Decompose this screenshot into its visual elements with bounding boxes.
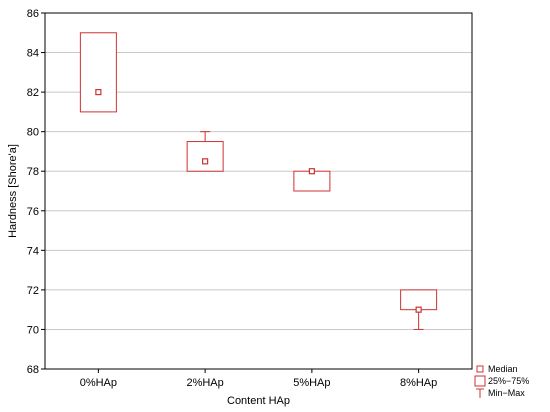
label-layer: 68 70 72 74 76 78 80 82 84 86 0%HAp 2%HAp 5%HAp 8%HAp xyxy=(27,8,438,389)
y-tick-label-80: 80 xyxy=(27,127,39,139)
box-layer xyxy=(79,32,438,330)
y-tick-label-70: 70 xyxy=(27,324,39,336)
box-0-median-marker xyxy=(95,89,102,96)
y-axis-title: Hardness [Shore'a] xyxy=(7,144,19,238)
legend-median-swatch xyxy=(476,365,484,373)
legend-range-label: Min−Max xyxy=(488,388,525,398)
box-0-iqr xyxy=(79,32,117,113)
y-tick-label-84: 84 xyxy=(27,48,39,60)
box-1-median-marker xyxy=(202,158,209,165)
legend-box-label: 25%−75% xyxy=(488,376,529,386)
y-tick-label-86: 86 xyxy=(27,8,39,20)
legend-median-label: Median xyxy=(488,364,518,374)
x-tick-label-1: 2%HAp xyxy=(186,377,223,389)
legend-box-swatch xyxy=(474,375,486,387)
y-tick-label-78: 78 xyxy=(27,166,39,178)
y-tick-label-76: 76 xyxy=(27,206,39,218)
plot-frame xyxy=(44,12,473,370)
axis-layer xyxy=(41,12,473,373)
y-tick-label-74: 74 xyxy=(27,245,39,257)
y-tick-label-72: 72 xyxy=(27,285,39,297)
y-tick-label-82: 82 xyxy=(27,87,39,99)
box-2-median-marker xyxy=(308,168,315,175)
x-tick-label-3: 8%HAp xyxy=(400,377,437,389)
x-tick-label-2: 5%HAp xyxy=(293,377,330,389)
box-3-median-marker xyxy=(415,306,422,313)
y-tick-label-68: 68 xyxy=(27,364,39,376)
x-axis-title: Content HAp xyxy=(227,395,290,407)
legend: Median 25%−75% Min−Max xyxy=(474,364,529,398)
x-tick-label-0: 0%HAp xyxy=(80,377,117,389)
box-1-iqr xyxy=(186,141,224,172)
